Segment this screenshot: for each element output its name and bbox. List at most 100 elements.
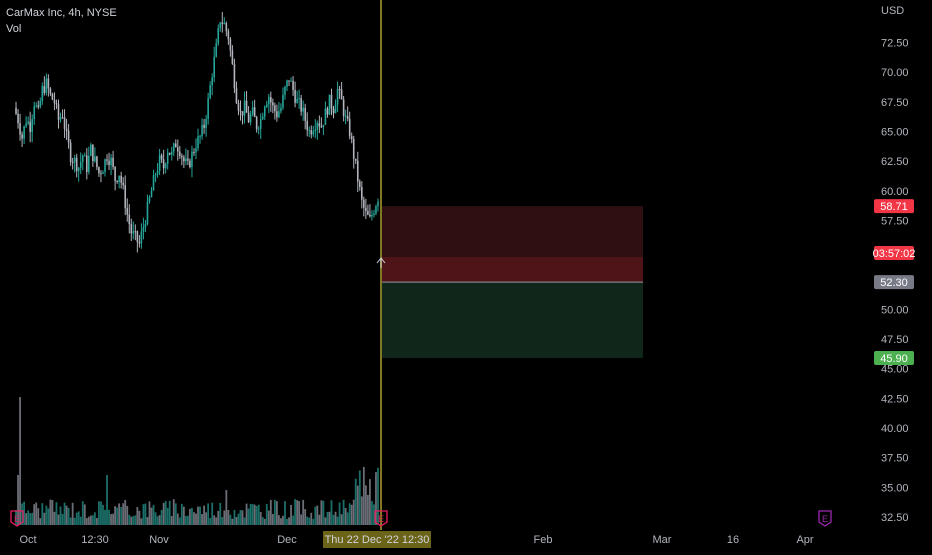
volume-bar — [273, 499, 276, 525]
earnings-marker-icon[interactable]: E — [818, 510, 832, 527]
volume-bar — [231, 518, 234, 525]
candle — [219, 21, 222, 32]
candle — [253, 99, 256, 118]
candle — [363, 196, 365, 217]
volume-bar — [45, 505, 48, 525]
volume-bar — [152, 504, 155, 525]
volume-bar — [346, 512, 349, 525]
candle — [352, 135, 355, 169]
candle — [298, 89, 300, 109]
candle — [51, 92, 54, 101]
price-tick-label: 45.00 — [881, 364, 909, 376]
candle — [304, 103, 306, 130]
volume-bar — [280, 518, 282, 525]
price-tick-label: 47.50 — [881, 334, 909, 346]
volume-bar — [158, 515, 161, 525]
countdown-badge[interactable]: 03:57:02 — [873, 246, 916, 261]
candle — [225, 21, 228, 37]
volume-bar — [217, 510, 220, 525]
profit-target-zone[interactable] — [382, 282, 643, 359]
volume-bar — [294, 499, 296, 525]
candle — [112, 150, 114, 170]
candle — [164, 162, 167, 174]
volume-bar — [366, 494, 369, 525]
candle — [350, 132, 353, 144]
volume-bar — [176, 513, 179, 525]
price-tick-label: 40.00 — [881, 423, 909, 435]
candle — [346, 106, 349, 122]
volume-bar — [215, 517, 218, 525]
candle — [122, 177, 124, 190]
candle — [29, 111, 31, 143]
earnings-marker-icon[interactable]: E — [10, 510, 24, 527]
svg-text:Thu 22 Dec '22 12:30: Thu 22 Dec '22 12:30 — [325, 534, 430, 546]
price-tick-label: 35.00 — [881, 482, 909, 494]
time-tick-label: Mar — [653, 534, 672, 546]
candle — [205, 114, 207, 137]
volume-bar — [352, 499, 355, 525]
candle — [257, 126, 260, 135]
svg-text:45.90: 45.90 — [880, 353, 908, 365]
volume-bar — [245, 503, 248, 525]
volume-bar — [140, 518, 143, 525]
candle — [209, 81, 211, 100]
current-loss-zone — [382, 257, 643, 283]
candle — [375, 204, 377, 216]
volume-bar — [304, 509, 307, 525]
entry-price-badge[interactable]: 52.30 — [874, 275, 914, 290]
candle — [324, 101, 327, 125]
volume-bar — [53, 511, 56, 525]
volume-bar — [288, 517, 290, 525]
volume-bar — [142, 504, 145, 525]
volume-bar — [251, 504, 254, 525]
candle — [88, 146, 90, 175]
candle — [94, 147, 96, 163]
candle — [237, 99, 240, 116]
volume-bar — [316, 505, 319, 525]
candle — [21, 131, 23, 148]
time-tick-label: Apr — [796, 534, 813, 546]
volume-bar — [243, 517, 246, 525]
candle — [354, 158, 357, 165]
volume-bar — [292, 515, 294, 525]
candle — [162, 149, 165, 175]
candle — [156, 162, 159, 178]
volume-bar — [332, 514, 335, 525]
volume-bar — [334, 511, 337, 525]
candle — [359, 179, 361, 191]
currency-label: USD — [881, 5, 904, 17]
volume-bar — [124, 499, 127, 525]
candle — [75, 153, 78, 178]
candle — [154, 172, 157, 183]
volume-bar — [87, 516, 90, 525]
volume-bar — [257, 504, 260, 525]
candle — [138, 235, 141, 248]
target-price-badge[interactable]: 45.90 — [874, 351, 914, 366]
candle — [59, 112, 62, 123]
volume-bar — [306, 516, 309, 525]
candle — [310, 125, 313, 139]
candle — [47, 74, 50, 97]
earnings-marker-icon[interactable]: E — [374, 510, 388, 527]
volume-bar — [290, 504, 292, 525]
candle — [282, 87, 284, 110]
candle — [183, 154, 185, 168]
volume-bar — [340, 514, 343, 525]
candle — [288, 80, 290, 86]
price-tick-label: 32.50 — [881, 512, 909, 524]
volume-bar — [136, 507, 139, 525]
volume-bar — [203, 505, 205, 525]
time-tick-label: Oct — [19, 534, 36, 546]
candle — [35, 102, 38, 109]
stop-price-badge[interactable]: 58.71 — [874, 199, 914, 214]
candle — [43, 76, 46, 96]
candle — [118, 175, 120, 189]
volume-bar — [223, 510, 226, 525]
volume-bar — [235, 516, 238, 525]
volume-bar — [189, 508, 191, 525]
candle — [239, 100, 242, 121]
candle — [348, 111, 351, 140]
candle — [274, 102, 276, 120]
